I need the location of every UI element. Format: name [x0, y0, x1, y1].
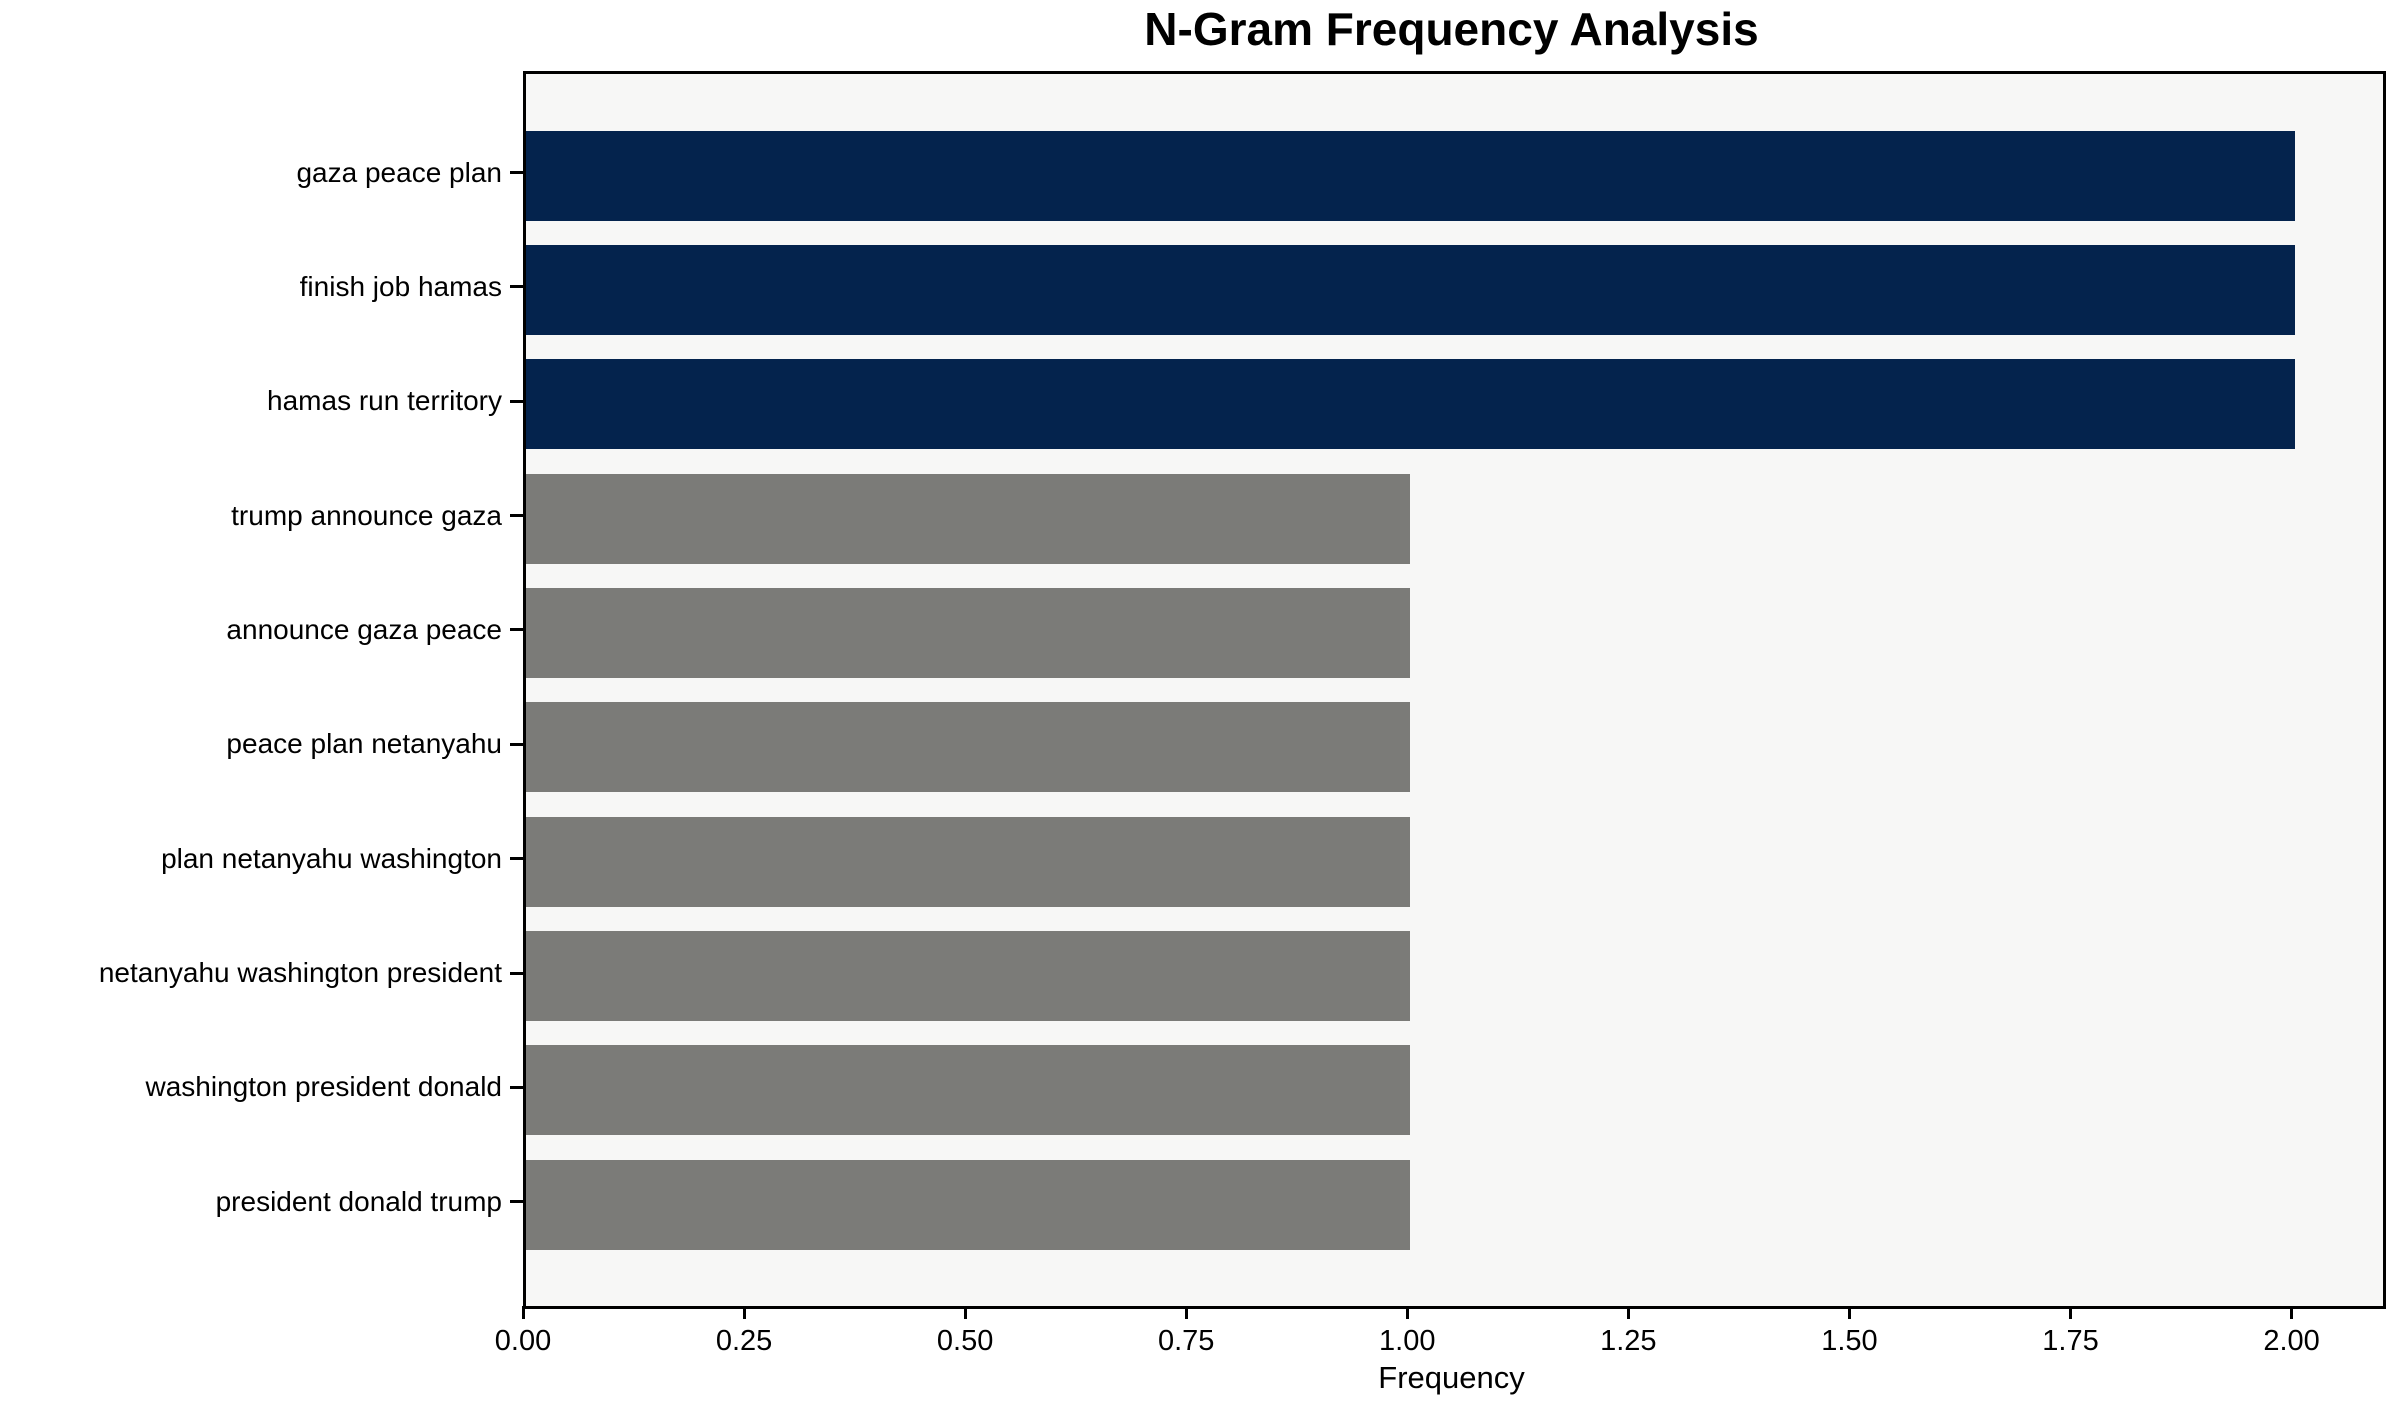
bar — [526, 816, 1411, 907]
y-tick-mark — [510, 742, 523, 746]
plot-area — [523, 71, 2386, 1309]
x-tick-label: 0.25 — [715, 1325, 773, 1357]
bar — [526, 473, 1411, 564]
bar — [526, 130, 2295, 221]
y-tick-mark — [510, 285, 523, 289]
x-tick-label: 1.50 — [1821, 1325, 1878, 1357]
x-tick-label: 0.75 — [1157, 1325, 1215, 1357]
y-tick-mark — [510, 971, 523, 975]
bar — [526, 587, 1411, 678]
bar — [526, 702, 1411, 793]
bar — [526, 931, 1411, 1022]
y-tick-mark — [510, 1085, 523, 1089]
y-tick-label: gaza peace plan — [296, 156, 502, 188]
x-tick-label: 0.50 — [936, 1325, 994, 1357]
x-tick-mark — [1405, 1306, 1409, 1319]
y-tick-mark — [510, 514, 523, 518]
y-tick-mark — [510, 628, 523, 632]
y-tick-label: president donald trump — [215, 1185, 502, 1217]
y-tick-label: netanyahu washington president — [98, 957, 502, 989]
y-tick-label: washington president donald — [145, 1071, 502, 1103]
x-tick-mark — [742, 1306, 746, 1319]
x-tick-mark — [1184, 1306, 1188, 1319]
x-tick-label: 0.00 — [494, 1325, 552, 1357]
bar — [526, 1045, 1411, 1136]
y-tick-mark — [510, 857, 523, 861]
x-tick-mark — [1626, 1306, 1630, 1319]
bar — [526, 359, 2295, 450]
x-tick-mark — [2290, 1306, 2294, 1319]
bar — [526, 1159, 1411, 1250]
chart-title: N-Gram Frequency Analysis — [1144, 3, 1759, 55]
x-tick-mark — [2069, 1306, 2072, 1319]
x-tick-label: 1.25 — [1600, 1325, 1657, 1357]
y-tick-mark — [510, 171, 523, 174]
y-tick-label: announce gaza peace — [226, 613, 502, 645]
y-tick-label: hamas run territory — [267, 385, 502, 417]
y-tick-mark — [510, 399, 523, 403]
x-tick-label: 1.75 — [2042, 1325, 2099, 1357]
y-tick-label: peace plan netanyahu — [226, 728, 502, 760]
y-tick-mark — [510, 1200, 523, 1204]
bar — [526, 244, 2295, 335]
x-tick-mark — [521, 1306, 525, 1319]
x-tick-mark — [963, 1306, 967, 1319]
x-tick-label: 2.00 — [2263, 1325, 2320, 1357]
x-axis-title: Frequency — [1378, 1360, 1525, 1395]
y-tick-label: trump announce gaza — [231, 499, 502, 531]
y-tick-label: finish job hamas — [299, 270, 502, 302]
x-tick-label: 1.00 — [1379, 1325, 1436, 1357]
y-tick-label: plan netanyahu washington — [161, 842, 502, 874]
x-tick-mark — [1847, 1306, 1851, 1319]
